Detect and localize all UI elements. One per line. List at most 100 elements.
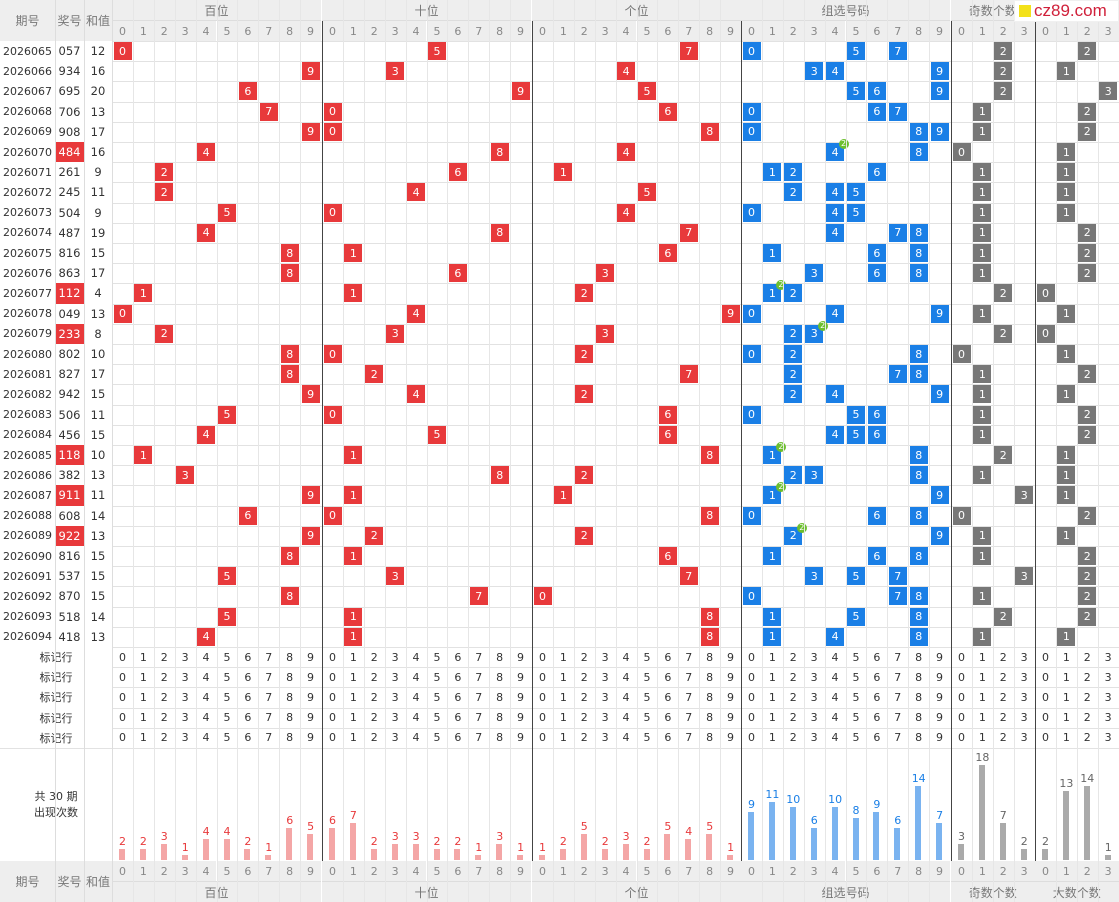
mark-digit: 1 — [978, 731, 986, 745]
sum-cell: 14 — [84, 606, 112, 627]
digit-footer: 6 — [447, 861, 469, 881]
column-divider — [55, 0, 56, 902]
mark-digit: 0 — [747, 711, 755, 725]
group-ball: 0 — [742, 304, 761, 323]
digit-footer: 5 — [845, 861, 867, 881]
group-ball: 1 — [763, 627, 782, 646]
mark-digit: 5 — [643, 670, 651, 684]
count-bar — [873, 812, 880, 860]
column-divider — [783, 0, 784, 902]
count-value: 9 — [873, 798, 881, 812]
position-ball: 4 — [197, 425, 216, 444]
digit-footer: 9 — [300, 861, 321, 881]
mark-digit: 7 — [894, 711, 902, 725]
row-divider — [0, 182, 1119, 184]
group-ball: 3 — [805, 62, 824, 81]
position-ball: 1 — [344, 284, 363, 303]
count-value: 13 — [1059, 777, 1074, 791]
mark-digit: 8 — [915, 650, 923, 664]
count-bar — [748, 812, 754, 860]
group-ball: 9 — [930, 82, 949, 101]
odd-count-ball: 2 — [994, 42, 1013, 60]
digit-footer: 5 — [426, 861, 448, 881]
position-ball: 0 — [113, 304, 132, 323]
big-count-ball: 0 — [1036, 284, 1055, 303]
mark-digit: 2 — [160, 670, 168, 684]
position-ball: 0 — [323, 102, 342, 121]
column-divider — [720, 0, 721, 902]
count-bar — [181, 854, 188, 860]
group-divider — [532, 21, 533, 861]
position-ball: 0 — [113, 42, 132, 60]
mark-digit: 0 — [328, 670, 336, 684]
mark-digit: 0 — [747, 690, 755, 704]
group-ball: 4 — [826, 183, 845, 202]
count-value: 10 — [786, 793, 801, 806]
count-value: 6 — [810, 814, 818, 828]
position-ball: 0 — [323, 122, 342, 141]
digit-header: 3 — [384, 21, 406, 41]
odd-count-ball: 2 — [994, 446, 1013, 464]
group-ball: 9 — [930, 62, 949, 81]
mark-digit: 2 — [1083, 731, 1091, 745]
count-value: 14 — [1080, 771, 1095, 785]
digit-footer: 8 — [699, 861, 721, 881]
group-ball: 8 — [909, 143, 928, 161]
group-ball: 6 — [867, 82, 886, 101]
mark-digit: 1 — [768, 670, 776, 684]
group-ball: 4 — [826, 223, 845, 242]
mark-digit: 3 — [391, 711, 399, 725]
odd-count-ball: 1 — [973, 183, 992, 202]
digit-header: 9 — [720, 21, 741, 41]
position-ball: 2 — [575, 345, 594, 363]
big-count-ball: 1 — [1057, 627, 1076, 646]
count-bar — [601, 849, 608, 860]
group-ball: 3 — [805, 466, 824, 485]
award-cell: 504 — [55, 202, 84, 223]
site-logo[interactable]: cz89.com — [1014, 0, 1119, 22]
group-ball: 7 — [888, 567, 907, 586]
big-count-ball: 2 — [1078, 547, 1097, 565]
mark-digit: 6 — [664, 690, 672, 704]
group-ball: 5 — [847, 82, 865, 101]
mark-digit: 5 — [223, 711, 231, 725]
position-ball: 6 — [448, 264, 467, 283]
row-divider — [0, 263, 1119, 265]
position-ball: 8 — [490, 143, 509, 161]
mark-digit: 2 — [1083, 670, 1091, 684]
count-bar — [223, 838, 230, 860]
position-ball: 2 — [575, 385, 594, 404]
group-ball: 5 — [847, 567, 865, 586]
digit-header: 5 — [845, 21, 867, 41]
digit-header: 6 — [866, 21, 888, 41]
position-ball: 1 — [134, 446, 153, 464]
award-cell: 261 — [55, 162, 84, 183]
group-ball: 9 — [930, 304, 949, 323]
position-ball: 3 — [386, 62, 405, 81]
group-ball: 5 — [847, 405, 865, 424]
mark-digit: 8 — [286, 731, 294, 745]
mark-digit: 7 — [475, 690, 483, 704]
column-divider — [929, 0, 930, 902]
count-bar — [810, 828, 817, 860]
mark-digit: 2 — [1083, 690, 1091, 704]
digit-footer: 1 — [342, 861, 364, 881]
period-cell: 2026091 — [0, 566, 55, 587]
period-footer: 期号 — [0, 861, 55, 902]
group-ball: 6 — [867, 163, 886, 182]
group-header-2: 个位 — [532, 0, 741, 21]
group-ball: 8 — [909, 466, 928, 485]
mark-digit: 0 — [538, 711, 546, 725]
digit-footer: 3 — [1013, 861, 1035, 881]
group-ball: 9 — [930, 526, 949, 545]
group-ball: 6 — [867, 506, 886, 525]
count-bar — [265, 854, 272, 860]
mark-digit: 2 — [580, 690, 588, 704]
column-divider — [385, 0, 386, 902]
row-divider — [0, 364, 1119, 366]
big-count-ball: 2 — [1078, 223, 1097, 242]
group-ball: 1 — [763, 163, 782, 182]
position-ball: 1 — [554, 163, 573, 182]
big-count-ball: 1 — [1057, 203, 1076, 222]
